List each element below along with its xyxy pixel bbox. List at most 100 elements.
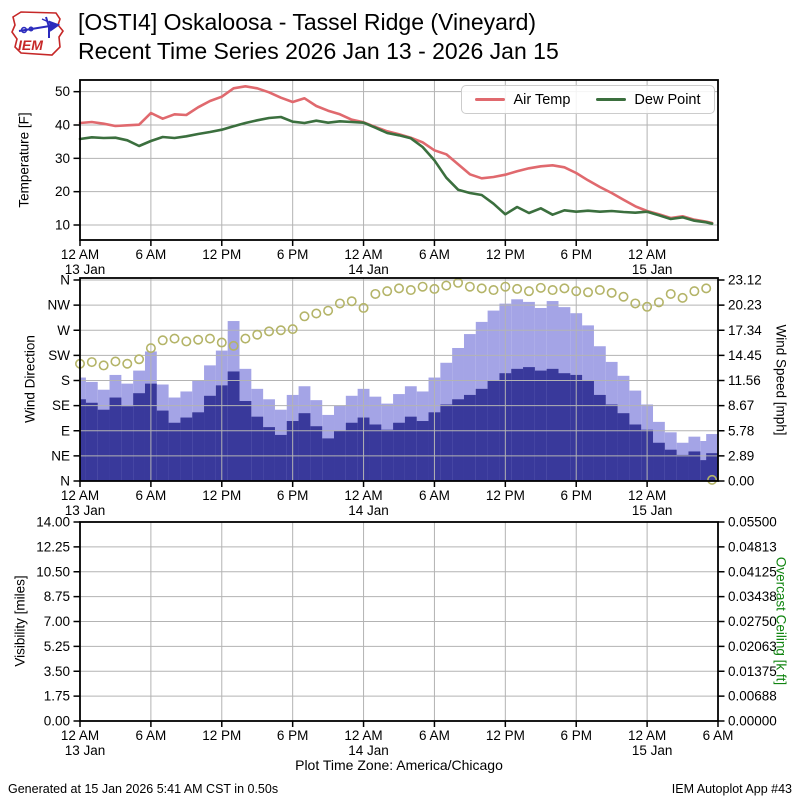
svg-text:12 PM: 12 PM <box>202 728 241 743</box>
svg-text:6 AM: 6 AM <box>703 728 734 743</box>
svg-text:0.00000: 0.00000 <box>728 714 777 729</box>
svg-text:0.00: 0.00 <box>728 474 754 489</box>
iem-logo: IEM <box>11 11 64 56</box>
weathervane-icon <box>18 16 61 38</box>
svg-text:6 PM: 6 PM <box>277 488 309 503</box>
title-line-1: [OSTI4] Oskaloosa - Tassel Ridge (Vineya… <box>78 9 537 35</box>
svg-text:14.45: 14.45 <box>728 348 762 363</box>
svg-text:13 Jan: 13 Jan <box>65 262 106 277</box>
svg-text:13 Jan: 13 Jan <box>65 503 106 518</box>
air-temp-line-swatch <box>475 97 506 102</box>
visibility-axis-label: Visibility [miles] <box>12 575 28 667</box>
svg-text:0.04125: 0.04125 <box>728 564 777 579</box>
svg-text:14 Jan: 14 Jan <box>348 503 389 518</box>
figure-title: [OSTI4] Oskaloosa - Tassel Ridge (Vineya… <box>78 8 559 66</box>
svg-text:12 AM: 12 AM <box>344 247 382 262</box>
iem-logo-text: IEM <box>18 37 43 53</box>
svg-text:6 PM: 6 PM <box>277 728 309 743</box>
legend: Air Temp Dew Point <box>461 85 715 114</box>
wind-direction-axis-label: Wind Direction <box>22 335 38 423</box>
svg-text:N: N <box>60 273 70 288</box>
app-id-text: IEM Autoplot App #43 <box>671 782 792 796</box>
svg-text:10: 10 <box>55 218 70 233</box>
svg-text:6 AM: 6 AM <box>136 488 167 503</box>
svg-text:12 PM: 12 PM <box>202 488 241 503</box>
svg-text:8.75: 8.75 <box>44 589 70 604</box>
svg-text:6 AM: 6 AM <box>136 247 167 262</box>
svg-text:6 AM: 6 AM <box>419 247 450 262</box>
svg-text:20.23: 20.23 <box>728 298 762 313</box>
svg-text:12 AM: 12 AM <box>628 488 666 503</box>
svg-text:12 AM: 12 AM <box>61 247 99 262</box>
svg-text:N: N <box>60 474 70 489</box>
svg-text:12 AM: 12 AM <box>344 488 382 503</box>
svg-text:15 Jan: 15 Jan <box>632 503 673 518</box>
svg-text:17.34: 17.34 <box>728 323 762 338</box>
svg-text:12 AM: 12 AM <box>61 728 99 743</box>
svg-text:6 PM: 6 PM <box>560 247 592 262</box>
svg-text:0.01375: 0.01375 <box>728 664 777 679</box>
svg-text:6 AM: 6 AM <box>419 728 450 743</box>
svg-text:8.67: 8.67 <box>728 398 754 413</box>
svg-text:14 Jan: 14 Jan <box>348 262 389 277</box>
svg-text:NW: NW <box>48 298 71 313</box>
svg-text:6 PM: 6 PM <box>560 488 592 503</box>
svg-text:0.04813: 0.04813 <box>728 539 777 554</box>
svg-text:W: W <box>57 323 70 338</box>
svg-text:14 Jan: 14 Jan <box>348 743 389 758</box>
legend-item-dew-point: Dew Point <box>596 91 701 108</box>
dew-point-line-swatch <box>596 97 627 102</box>
svg-text:0.02750: 0.02750 <box>728 614 777 629</box>
svg-text:6 PM: 6 PM <box>560 728 592 743</box>
svg-text:12 AM: 12 AM <box>61 488 99 503</box>
svg-text:7.00: 7.00 <box>44 614 70 629</box>
legend-label-air-temp: Air Temp <box>513 91 571 108</box>
svg-text:12.25: 12.25 <box>36 539 70 554</box>
svg-text:0.03438: 0.03438 <box>728 589 777 604</box>
svg-text:0.00688: 0.00688 <box>728 689 777 704</box>
svg-text:14.00: 14.00 <box>36 515 70 530</box>
svg-text:12 AM: 12 AM <box>628 247 666 262</box>
legend-label-dew-point: Dew Point <box>634 91 701 108</box>
wind-panel: N NW W SW S SE E NE N 23.12 20.23 17.34 14.45 11.56 8.… <box>48 273 763 519</box>
visibility-panel: 14.0012.2510.508.757.005.253.501.750.000… <box>36 515 777 759</box>
svg-text:0.02063: 0.02063 <box>728 639 777 654</box>
svg-text:10.50: 10.50 <box>36 564 70 579</box>
svg-text:2.89: 2.89 <box>728 448 754 463</box>
svg-text:15 Jan: 15 Jan <box>632 743 673 758</box>
svg-text:6 AM: 6 AM <box>419 488 450 503</box>
svg-text:12 AM: 12 AM <box>628 728 666 743</box>
svg-text:11.56: 11.56 <box>728 373 761 388</box>
legend-item-air-temp: Air Temp <box>475 92 570 108</box>
svg-text:E: E <box>61 423 70 438</box>
svg-text:6 AM: 6 AM <box>136 728 167 743</box>
svg-text:SW: SW <box>48 348 70 363</box>
svg-text:1.75: 1.75 <box>44 689 70 704</box>
svg-text:15 Jan: 15 Jan <box>632 262 673 277</box>
svg-text:0.05500: 0.05500 <box>728 515 777 530</box>
svg-text:12 PM: 12 PM <box>486 728 525 743</box>
svg-text:5.25: 5.25 <box>44 639 70 654</box>
svg-text:3.50: 3.50 <box>44 664 70 679</box>
svg-text:0.00: 0.00 <box>44 714 70 729</box>
svg-text:6 PM: 6 PM <box>277 247 309 262</box>
svg-text:12 PM: 12 PM <box>486 247 525 262</box>
svg-text:12 AM: 12 AM <box>344 728 382 743</box>
svg-text:50: 50 <box>55 84 70 99</box>
title-line-2: Recent Time Series 2026 Jan 13 - 2026 Ja… <box>78 38 559 64</box>
svg-text:13 Jan: 13 Jan <box>65 743 106 758</box>
overcast-ceiling-axis-label: Overcast Ceiling [k ft] <box>773 556 789 686</box>
svg-text:40: 40 <box>55 118 70 133</box>
svg-text:SE: SE <box>52 398 70 413</box>
wind-speed-axis-label: Wind Speed [mph] <box>773 324 789 436</box>
svg-text:NE: NE <box>51 448 70 463</box>
svg-text:20: 20 <box>55 184 70 199</box>
temperature-axis-label: Temperature [F] <box>16 112 32 208</box>
svg-text:12 PM: 12 PM <box>486 488 525 503</box>
svg-text:12 PM: 12 PM <box>202 247 241 262</box>
generated-at-text: Generated at 15 Jan 2026 5:41 AM CST in … <box>8 782 279 796</box>
svg-text:23.12: 23.12 <box>728 273 762 288</box>
svg-text:30: 30 <box>55 151 70 166</box>
plot-timezone-label: Plot Time Zone: America/Chicago <box>295 757 503 773</box>
